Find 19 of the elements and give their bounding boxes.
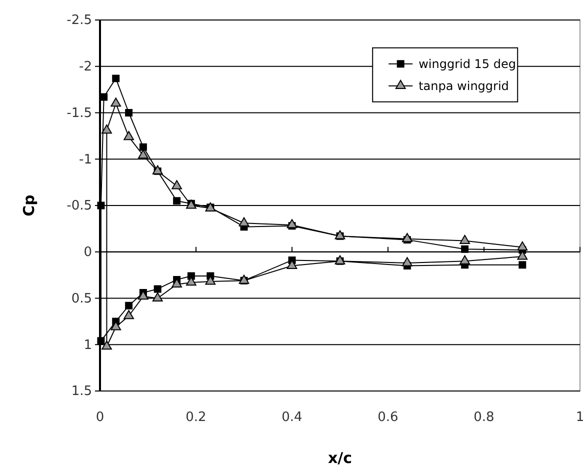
- y-axis-title: Cp: [20, 194, 38, 216]
- y-tick-label: -1: [79, 152, 92, 168]
- legend-label: winggrid 15 deg: [418, 56, 516, 71]
- x-tick-label: 0.8: [474, 410, 494, 425]
- y-tick-label: 1.5: [71, 384, 92, 400]
- y-tick-label: 0.5: [71, 291, 92, 306]
- y-tick-label: -1.5: [66, 106, 92, 121]
- y-tick-label: -2.5: [66, 13, 92, 28]
- y-tick-label: 0: [84, 245, 92, 260]
- legend-label: tanpa winggrid: [418, 78, 509, 93]
- x-tick-label: 0.6: [378, 410, 398, 425]
- x-axis-title: x/c: [328, 449, 352, 467]
- y-tick-label: -0.5: [66, 198, 92, 214]
- x-tick-label: 1: [576, 410, 583, 425]
- y-tick-label: 1: [84, 338, 92, 353]
- x-tick-label: 0: [96, 410, 104, 425]
- y-tick-label: -2: [79, 60, 92, 75]
- x-tick-label: 0.2: [186, 410, 206, 425]
- x-tick-label: 0.4: [282, 410, 302, 425]
